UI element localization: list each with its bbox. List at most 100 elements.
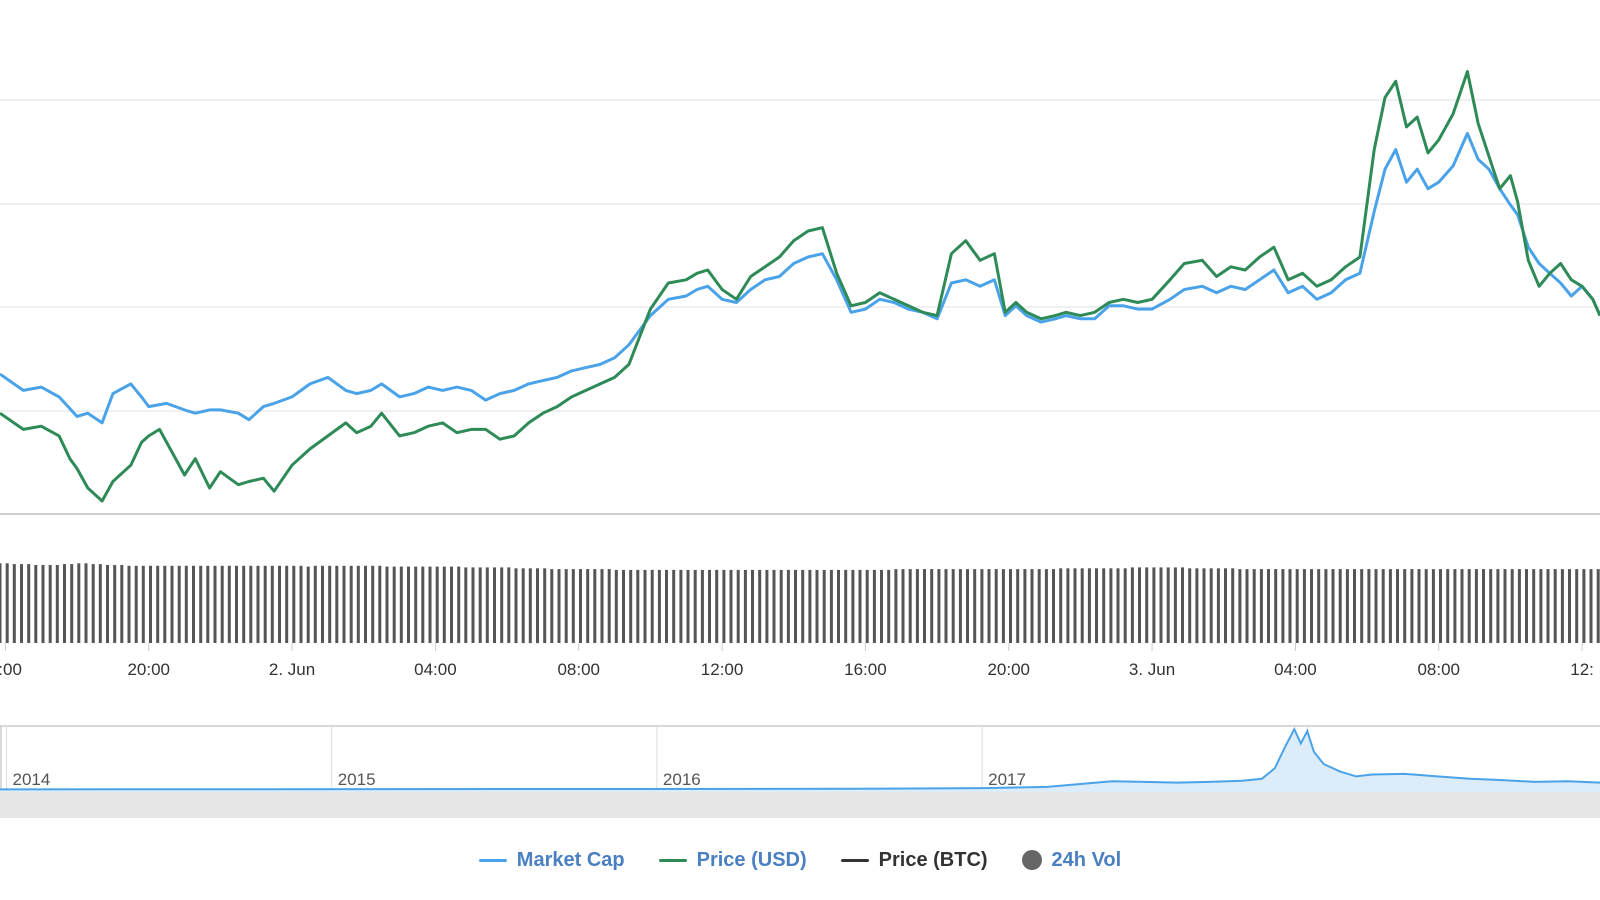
volume-bar (1073, 568, 1077, 644)
volume-bar (1582, 569, 1586, 643)
volume-bar (665, 569, 668, 643)
volume-bar (966, 569, 969, 643)
volume-bar (177, 565, 181, 643)
volume-bar (815, 569, 819, 643)
volume-bar (407, 566, 410, 643)
legend-item-price-btc[interactable]: Price (BTC) (840, 848, 988, 872)
volume-bar (27, 564, 31, 643)
legend-label: Price (BTC) (878, 848, 988, 871)
volume-bar (134, 565, 138, 643)
volume-bar (908, 569, 912, 643)
volume-bar (1159, 567, 1163, 643)
x-axis-ticks: 6:00 20:00 2. Jun 04:00 08:00 12:00 16:00 20:00… (0, 643, 1594, 679)
volume-bar (1310, 569, 1313, 643)
navigator-tick-label: 2017 (988, 770, 1026, 789)
x-tick-label: 04:00 (414, 660, 457, 679)
volume-bar (994, 569, 998, 643)
volume-bar (34, 565, 38, 643)
legend-line-icon (658, 858, 687, 862)
volume-bar (48, 565, 52, 643)
x-tick-label: 08:00 (557, 660, 600, 679)
navigator-area (0, 729, 1600, 792)
volume-bar (1188, 568, 1192, 644)
volume-bar (944, 569, 948, 643)
volume-bar (184, 565, 188, 643)
volume-bar (550, 569, 554, 643)
volume-bar (206, 565, 210, 643)
legend: Market Cap Price (USD) Price (BTC) 24h V… (0, 838, 1600, 882)
volume-bar (1166, 567, 1170, 643)
x-tick-label: 2. Jun (269, 660, 315, 679)
volume-bar (1546, 569, 1550, 643)
volume-bar (1274, 569, 1278, 643)
volume-bar (686, 569, 690, 643)
volume-bar (1539, 569, 1543, 643)
volume-bar (356, 565, 360, 643)
volume-bar (299, 565, 303, 643)
volume-bar (1568, 569, 1571, 643)
navigator[interactable]: 20142015201620172018 (0, 725, 1600, 818)
volume-bar (987, 569, 991, 643)
volume-bar (829, 569, 833, 643)
x-tick-label: 12:00 (701, 660, 744, 679)
volume-bar (1388, 569, 1392, 643)
navigator-tick-label: 2014 (13, 770, 51, 789)
volume-bar (1066, 568, 1070, 644)
volume-bar (1102, 568, 1106, 644)
volume-bar (1202, 568, 1206, 644)
volume-bar (1145, 567, 1149, 643)
volume-bar (1317, 569, 1321, 643)
volume-bar (464, 567, 468, 643)
volume-bar (579, 569, 582, 643)
volume-bar (493, 567, 496, 643)
volume-bar (571, 569, 575, 643)
volume-bar (657, 569, 661, 643)
volume-bar (213, 565, 217, 643)
volume-bar (1482, 569, 1485, 643)
volume-bar (192, 565, 195, 643)
volume-bar (1460, 569, 1464, 643)
volume-bar (70, 564, 74, 643)
volume-bar (643, 569, 647, 643)
volume-bar (715, 569, 719, 643)
legend-item-market-cap[interactable]: Market Cap (478, 848, 625, 872)
legend-label: Market Cap (516, 848, 625, 871)
volume-bar (786, 569, 790, 643)
volume-bar (457, 566, 461, 643)
volume-bar (1001, 569, 1005, 643)
volume-bar (1474, 569, 1478, 643)
volume-bar (844, 569, 848, 643)
volume-bar (170, 565, 174, 643)
volume-bar (1367, 569, 1371, 643)
legend-item-24h-vol[interactable]: 24h Vol (1021, 849, 1121, 872)
volume-bar (1030, 569, 1034, 643)
volume-bar (328, 565, 332, 643)
volume-bar (227, 565, 231, 643)
volume-bar (1596, 569, 1600, 643)
volume-bar (278, 565, 281, 643)
volume-bar (478, 567, 482, 643)
volume-bar (1381, 569, 1385, 643)
volume-bar (1360, 569, 1364, 643)
volume-bar (779, 569, 783, 643)
volume-bar (629, 569, 633, 643)
navigator-tick-label: 2016 (663, 770, 701, 789)
volume-bar (586, 569, 590, 643)
volume-bar (249, 565, 253, 643)
volume-bar (1238, 569, 1242, 643)
volume-bar (371, 565, 375, 643)
volume-bar (1023, 569, 1027, 643)
legend-item-price-usd[interactable]: Price (USD) (658, 849, 807, 872)
volume-bar (894, 569, 898, 643)
volume-bar (306, 566, 310, 643)
volume-bar (91, 564, 95, 643)
volume-bar (729, 569, 733, 643)
volume-bar (1496, 569, 1500, 643)
volume-bar (880, 569, 883, 643)
volume-bar (1231, 568, 1235, 644)
volume-bar (342, 565, 346, 643)
volume-bar (1152, 567, 1156, 643)
volume-bar (163, 565, 167, 643)
x-tick-label: 20:00 (987, 660, 1030, 679)
volume-bar (0, 563, 2, 643)
